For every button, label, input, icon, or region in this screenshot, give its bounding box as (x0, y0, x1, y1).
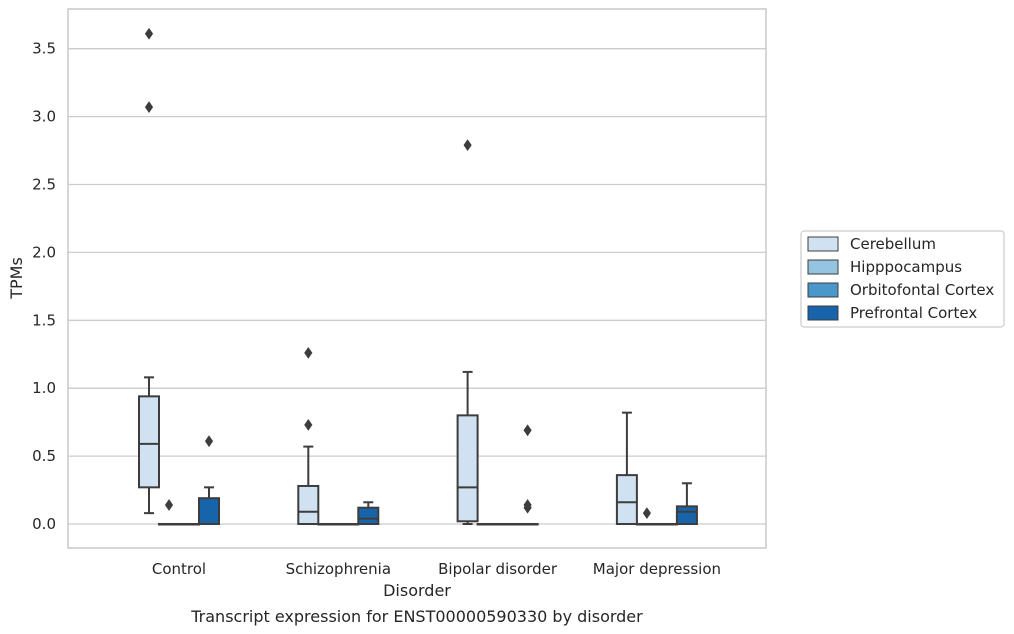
box-group (158, 499, 180, 526)
box-group (675, 482, 698, 526)
legend-swatch (807, 259, 839, 275)
box-group (516, 424, 539, 526)
box-group (635, 507, 658, 526)
gridlines (68, 48, 766, 525)
box-body (456, 414, 479, 523)
y-tick-label: 0.5 (32, 447, 56, 465)
outlier-point (523, 499, 532, 511)
legend-frame (800, 230, 1005, 328)
y-tick-label: 0.0 (32, 515, 56, 533)
legend-label: Cerebellum (850, 235, 936, 253)
box-group (317, 523, 340, 526)
y-tick-label: 2.5 (32, 176, 56, 194)
legend: Cerebellum Hipppocampus Orbitofontal Corte… (800, 230, 1005, 328)
box-group (297, 346, 320, 526)
outlier-point (523, 424, 532, 437)
box-body (138, 395, 160, 489)
box-plot-marks (138, 27, 698, 526)
outlier-point (164, 499, 174, 511)
box-group (456, 139, 479, 525)
outlier-point (144, 27, 154, 40)
outlier-point (304, 346, 313, 359)
outlier-point (304, 418, 313, 431)
legend-label: Prefrontal Cortex (850, 304, 977, 322)
legend-label: Orbitofontal Cortex (850, 281, 994, 299)
plot-frame (67, 8, 767, 549)
box-body (297, 484, 320, 526)
outlier-point (144, 101, 154, 113)
box-body (615, 474, 638, 525)
x-tick-label: Schizophrenia (286, 560, 391, 578)
y-tick-label: 1.5 (32, 311, 56, 329)
y-tick-label: 1.0 (32, 379, 56, 397)
y-tick-label: 2.0 (32, 243, 56, 261)
box-body (357, 506, 380, 526)
box-group (138, 27, 160, 515)
outlier-point (463, 139, 472, 152)
box-group (357, 501, 380, 526)
x-tick-label: Major depression (593, 560, 721, 578)
box-group (655, 523, 678, 526)
box-group (615, 411, 638, 525)
x-tick-labels: Control Schizophrenia Bipolar disorder Majo… (152, 560, 721, 578)
legend-label: Hipppocampus (850, 258, 962, 276)
legend-swatch (807, 236, 839, 252)
box-body (198, 497, 220, 525)
box-body (675, 505, 698, 526)
box-group (198, 435, 220, 525)
outlier-point (642, 507, 651, 520)
y-tick-labels: 0.0 0.5 1.0 1.5 2.0 2.5 3.0 3.5 (32, 40, 56, 533)
legend-swatch (807, 282, 839, 298)
x-tick-label: Control (152, 560, 206, 578)
box-group (178, 523, 200, 526)
box-group (337, 523, 360, 526)
box-group (476, 523, 499, 526)
x-tick-label: Bipolar disorder (438, 560, 558, 578)
y-tick-label: 3.0 (32, 108, 56, 126)
box-group (496, 523, 519, 526)
legend-swatch (807, 305, 839, 321)
y-axis-label: TPMs (7, 257, 26, 300)
figure-caption: Transcript expression for ENST0000059033… (190, 607, 643, 626)
x-axis-label: Disorder (383, 581, 451, 600)
y-tick-label: 3.5 (32, 40, 56, 58)
outlier-point (204, 435, 214, 448)
